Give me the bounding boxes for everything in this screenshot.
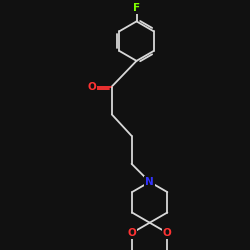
Text: O: O <box>87 82 96 92</box>
Text: F: F <box>133 3 140 13</box>
Text: N: N <box>145 177 154 187</box>
Text: N: N <box>145 177 154 187</box>
Text: O: O <box>128 228 136 238</box>
Text: O: O <box>163 228 172 238</box>
